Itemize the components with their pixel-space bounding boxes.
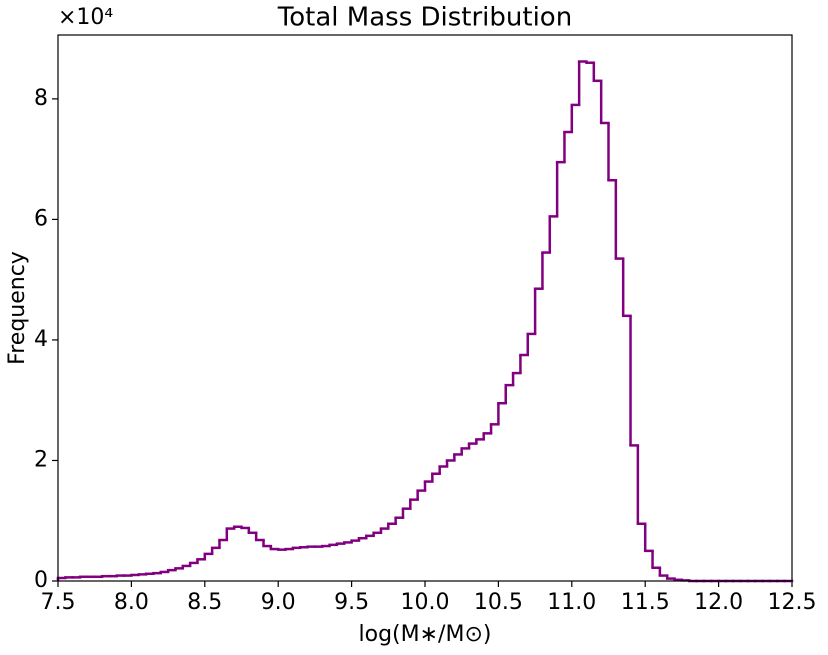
x-tick-label: 8.0 xyxy=(114,590,149,615)
y-axis-label: Frequency xyxy=(5,251,30,365)
x-tick-label: 12.5 xyxy=(768,590,817,615)
x-tick-label: 12.0 xyxy=(694,590,743,615)
x-tick-label: 9.0 xyxy=(261,590,296,615)
x-tick-label: 10.0 xyxy=(401,590,450,615)
y-tick-label: 0 xyxy=(34,568,48,593)
x-tick-label: 11.0 xyxy=(547,590,596,615)
y-tick-label: 4 xyxy=(34,327,48,352)
x-tick-label: 10.5 xyxy=(474,590,523,615)
histogram-riser xyxy=(56,61,691,581)
plot-frame xyxy=(57,34,793,582)
x-tick-label: 8.5 xyxy=(187,590,222,615)
y-tick-label: 2 xyxy=(34,447,48,472)
y-offset-label: ×10⁴ xyxy=(58,5,113,30)
y-tick-label: 6 xyxy=(34,206,48,231)
x-tick-label: 7.5 xyxy=(41,590,76,615)
x-axis-label: log(M∗/M⊙) xyxy=(359,622,492,647)
x-tick-label: 9.5 xyxy=(334,590,369,615)
x-tick-label: 11.5 xyxy=(621,590,670,615)
chart-title: Total Mass Distribution xyxy=(277,3,572,33)
y-tick-label: 8 xyxy=(34,86,48,111)
